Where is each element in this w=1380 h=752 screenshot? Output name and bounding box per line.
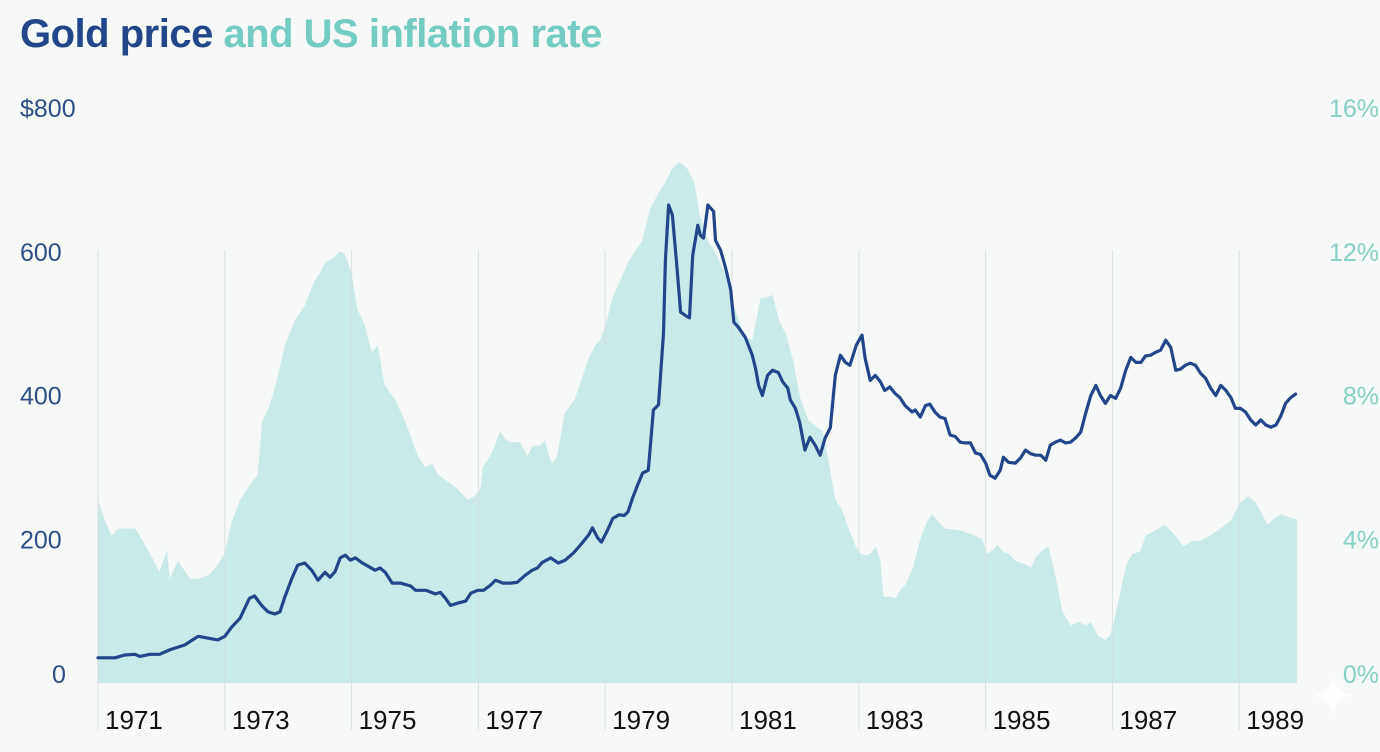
x-tick-label: 1985 xyxy=(993,705,1051,735)
x-tick-label: 1987 xyxy=(1119,705,1177,735)
left-axis: $800 600 400 200 0 xyxy=(20,95,76,689)
left-tick-label: 400 xyxy=(20,383,62,411)
x-tick-label: 1983 xyxy=(866,705,924,735)
x-tick-label: 1975 xyxy=(359,705,417,735)
right-axis: 16% 12% 8% 4% 0% xyxy=(1329,95,1379,689)
x-axis: 1971 1973 1975 1977 1979 1981 1983 1985 1987 1989 xyxy=(105,705,1304,735)
right-tick-label: 12% xyxy=(1329,239,1379,267)
sparkle-icon xyxy=(1312,674,1354,716)
gridlines-overlay xyxy=(97,250,1240,730)
right-tick-label: 4% xyxy=(1343,526,1379,554)
gold-price-line xyxy=(96,203,1298,660)
inflation-area xyxy=(98,161,1297,683)
x-tick-label: 1971 xyxy=(105,705,163,735)
left-tick-label: 600 xyxy=(20,239,62,267)
right-tick-label: 16% xyxy=(1329,95,1379,123)
chart-title: Gold price and US inflation rate xyxy=(20,12,602,57)
title-inflation-rate: and US inflation rate xyxy=(212,12,602,56)
title-gold-price: Gold price xyxy=(20,12,213,56)
right-tick-label: 0% xyxy=(1343,661,1379,689)
x-tick-label: 1981 xyxy=(739,705,797,735)
x-tick-label: 1979 xyxy=(612,705,670,735)
x-tick-label: 1973 xyxy=(232,705,290,735)
left-tick-label: 0 xyxy=(52,661,66,689)
x-tick-label: 1989 xyxy=(1246,705,1304,735)
right-tick-label: 8% xyxy=(1343,383,1379,411)
left-tick-label: $800 xyxy=(20,95,76,123)
x-tick-label: 1977 xyxy=(485,705,543,735)
left-tick-label: 200 xyxy=(20,526,62,554)
